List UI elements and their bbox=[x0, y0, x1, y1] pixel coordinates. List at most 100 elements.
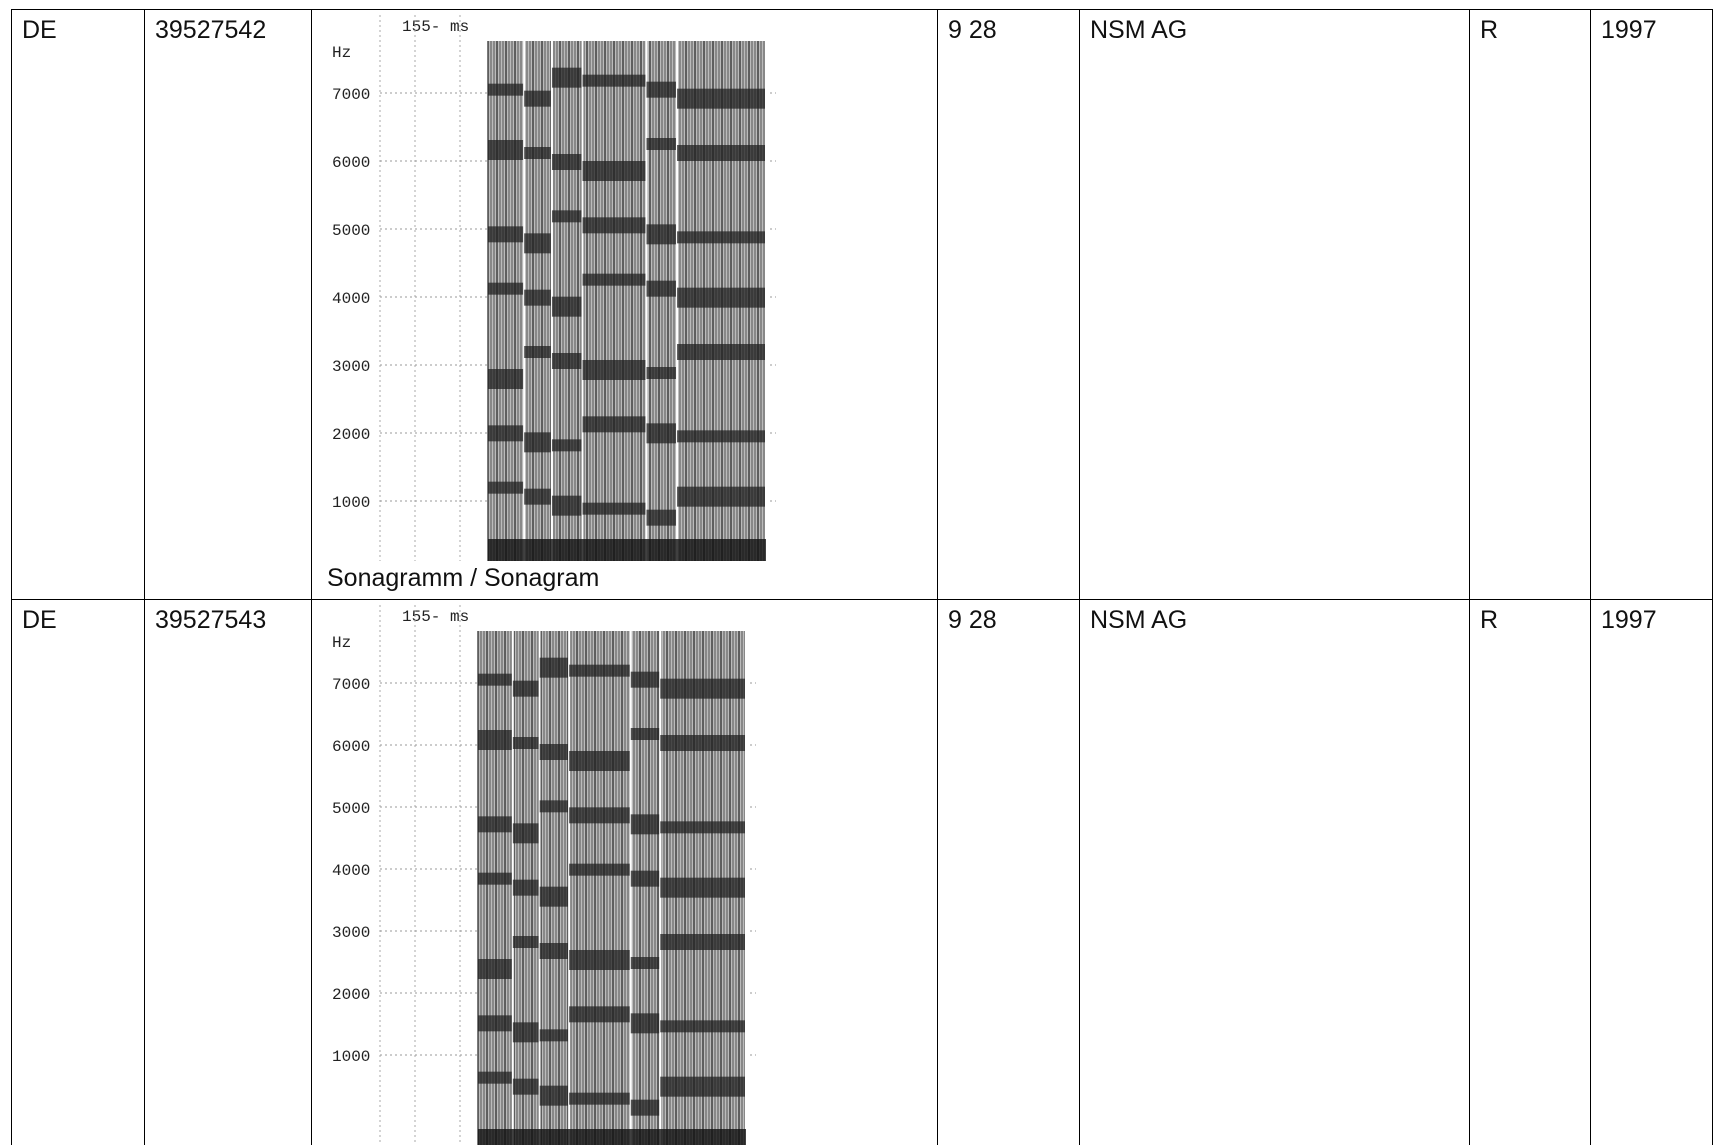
band bbox=[677, 486, 766, 507]
band bbox=[630, 957, 661, 969]
band bbox=[539, 1085, 570, 1106]
band bbox=[478, 816, 513, 833]
year-cell: 1997 bbox=[1590, 599, 1713, 1145]
band bbox=[569, 863, 631, 876]
band bbox=[512, 680, 540, 697]
band bbox=[677, 145, 766, 161]
number-cell: 39527543 bbox=[144, 599, 311, 1145]
band bbox=[551, 67, 583, 88]
y-label: 7000 bbox=[332, 676, 370, 694]
status-cell: R bbox=[1469, 599, 1590, 1145]
band bbox=[582, 161, 647, 181]
band bbox=[630, 671, 661, 688]
band bbox=[524, 488, 552, 505]
time-label: 155- ms bbox=[402, 18, 469, 36]
band bbox=[646, 81, 678, 98]
band bbox=[677, 430, 766, 443]
band bbox=[630, 1013, 661, 1034]
band bbox=[478, 959, 513, 979]
band bbox=[677, 231, 766, 244]
band bbox=[660, 934, 746, 950]
band bbox=[677, 287, 766, 308]
band bbox=[488, 226, 525, 243]
band bbox=[646, 224, 678, 245]
y-label: 5000 bbox=[332, 800, 370, 818]
band bbox=[524, 90, 552, 107]
band bbox=[630, 814, 661, 835]
band bbox=[660, 1076, 746, 1097]
band bbox=[478, 1071, 513, 1084]
y-label: 4000 bbox=[332, 862, 370, 880]
band bbox=[582, 74, 647, 87]
band bbox=[677, 88, 766, 109]
band bbox=[660, 678, 746, 699]
base-band bbox=[478, 1129, 746, 1145]
band bbox=[646, 280, 678, 297]
band bbox=[582, 217, 647, 234]
band bbox=[488, 83, 525, 96]
band bbox=[569, 751, 631, 771]
band bbox=[478, 872, 513, 885]
band bbox=[512, 737, 540, 749]
band bbox=[569, 664, 631, 677]
band bbox=[488, 425, 525, 442]
band bbox=[630, 1099, 661, 1116]
band bbox=[582, 416, 647, 433]
band bbox=[539, 943, 570, 959]
band bbox=[524, 233, 552, 254]
band bbox=[551, 296, 583, 317]
band bbox=[551, 439, 583, 452]
y-label: 7000 bbox=[332, 86, 370, 104]
band bbox=[551, 353, 583, 369]
band bbox=[646, 138, 678, 150]
class-cell: 9 28 bbox=[937, 599, 1079, 1145]
band bbox=[512, 1078, 540, 1095]
band bbox=[582, 502, 647, 515]
band bbox=[630, 728, 661, 740]
band bbox=[512, 936, 540, 948]
sonagram: 155- ms Hz 7000 6000 5000 4000 3000 2000 1000 bbox=[332, 15, 776, 561]
image-cell bbox=[311, 599, 937, 1145]
band bbox=[524, 432, 552, 453]
band bbox=[630, 870, 661, 887]
band bbox=[539, 1029, 570, 1042]
band bbox=[677, 344, 766, 360]
base-band bbox=[488, 539, 766, 561]
number-cell: 39527542 bbox=[144, 9, 311, 599]
band bbox=[551, 210, 583, 223]
band bbox=[478, 673, 513, 686]
band bbox=[512, 879, 540, 896]
country-cell: DE bbox=[11, 9, 144, 599]
caption: Sonagramm / Sonagram bbox=[327, 564, 600, 592]
band bbox=[646, 509, 678, 526]
band bbox=[524, 147, 552, 159]
band bbox=[646, 367, 678, 379]
band bbox=[569, 807, 631, 824]
y-label: 6000 bbox=[332, 154, 370, 172]
band bbox=[488, 282, 525, 295]
y-label: 5000 bbox=[332, 222, 370, 240]
y-label: 1000 bbox=[332, 494, 370, 512]
band bbox=[539, 744, 570, 760]
y-label: 4000 bbox=[332, 290, 370, 308]
band bbox=[582, 273, 647, 286]
status-cell: R bbox=[1469, 9, 1590, 599]
band bbox=[660, 1020, 746, 1033]
band bbox=[660, 877, 746, 898]
band bbox=[539, 800, 570, 813]
band bbox=[478, 730, 513, 750]
year-cell: 1997 bbox=[1590, 9, 1713, 599]
time-label: 155- ms bbox=[402, 608, 469, 626]
y-label: 2000 bbox=[332, 986, 370, 1004]
band bbox=[524, 289, 552, 306]
unit-label: Hz bbox=[332, 634, 351, 652]
band bbox=[551, 154, 583, 170]
band bbox=[488, 369, 525, 389]
y-label: 2000 bbox=[332, 426, 370, 444]
band bbox=[569, 1006, 631, 1023]
band bbox=[512, 1022, 540, 1043]
band bbox=[539, 886, 570, 907]
band bbox=[488, 481, 525, 494]
band bbox=[569, 950, 631, 970]
